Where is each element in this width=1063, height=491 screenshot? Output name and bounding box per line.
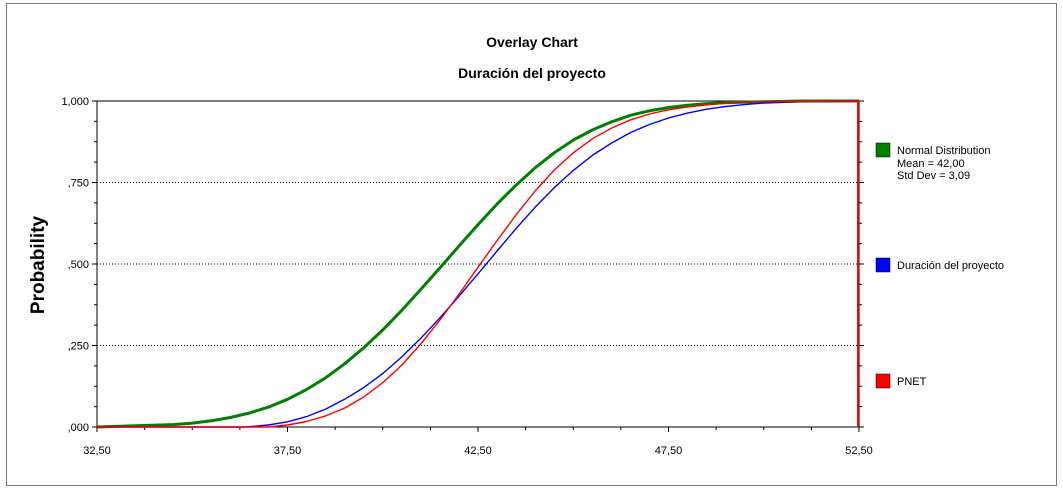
y-tick-label-0: ,000 — [68, 422, 89, 434]
grid-lines — [97, 182, 859, 346]
tick-labels: ,000 ,250 ,500 ,750 1,000 32,50 37,50 42,50 47,5… — [61, 96, 872, 457]
legend-swatch-2 — [875, 373, 891, 389]
y-tick-label-1: ,250 — [68, 341, 89, 353]
legend-label-1: Duración del proyecto — [897, 260, 1004, 272]
legend-label-0: Normal Distribution — [897, 145, 991, 157]
legend-label-2: PNET — [897, 376, 927, 388]
legend-detail-0-1: Std Dev = 3,09 — [897, 170, 970, 182]
chart-subtitle: Duración del proyecto — [458, 65, 606, 81]
x-tick-label-0: 32,50 — [83, 445, 111, 457]
series-line-0 — [96, 99, 859, 429]
x-tick-label-1: 37,50 — [274, 445, 302, 457]
x-tick-label-3: 47,50 — [655, 445, 683, 457]
series-layer — [96, 99, 860, 429]
legend-swatch-0 — [875, 142, 891, 158]
y-tick-label-4: 1,000 — [61, 96, 89, 108]
y-axis-label: Probability — [28, 215, 49, 314]
x-tick-label-2: 42,50 — [464, 445, 492, 457]
series-line-1 — [97, 100, 860, 428]
series-line-2 — [97, 100, 860, 428]
y-tick-label-2: ,500 — [68, 259, 89, 271]
chart-frame — [6, 3, 1057, 486]
x-tick-label-4: 52,50 — [845, 445, 873, 457]
legend-detail-0-0: Mean = 42,00 — [897, 158, 965, 170]
y-tick-label-3: ,750 — [68, 178, 89, 190]
legend-swatch-1 — [875, 257, 891, 273]
chart-title: Overlay Chart — [486, 34, 578, 50]
